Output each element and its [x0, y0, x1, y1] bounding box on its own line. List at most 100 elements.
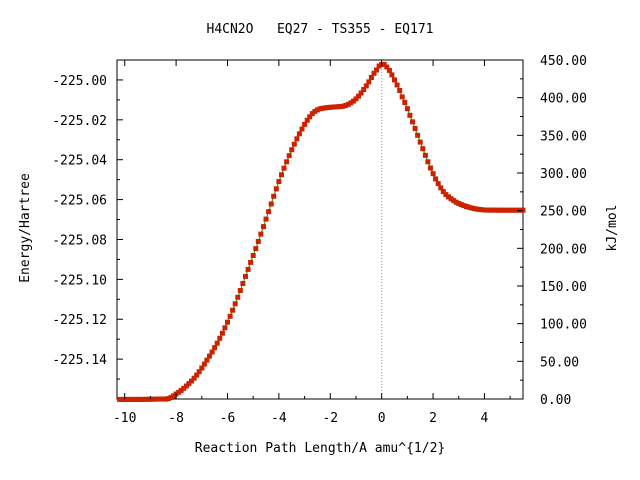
- energy-point: [458, 202, 464, 208]
- energy-point: [487, 207, 493, 213]
- energy-point: [258, 231, 264, 237]
- y2-tick-label: 0.00: [540, 393, 571, 408]
- x-tick-label: -2: [322, 411, 338, 426]
- energy-point: [163, 396, 169, 402]
- y-axis-ticks: -225.00 -225.02 -225.04 -225.06 -225.08 -225.…: [52, 74, 123, 380]
- energy-point: [299, 126, 305, 132]
- energy-point: [145, 396, 151, 402]
- energy-point: [412, 126, 418, 131]
- energy-point: [296, 131, 302, 137]
- energy-point: [510, 207, 516, 213]
- energy-point: [309, 111, 315, 117]
- energy-point: [451, 198, 457, 204]
- energy-point: [209, 349, 215, 355]
- energy-point: [227, 313, 233, 319]
- energy-point: [350, 98, 356, 104]
- energy-point: [397, 88, 403, 93]
- y-tick-label: -225.10: [52, 273, 107, 288]
- energy-point: [363, 83, 369, 89]
- x-tick-label: -4: [271, 411, 287, 426]
- energy-point: [479, 207, 485, 213]
- energy-point: [253, 246, 259, 252]
- energy-point: [340, 103, 346, 109]
- energy-point: [368, 75, 374, 80]
- energy-point: [389, 72, 395, 78]
- energy-point: [165, 396, 171, 402]
- energy-point: [153, 396, 158, 402]
- energy-point: [443, 192, 449, 198]
- energy-point: [189, 378, 194, 384]
- y-tick-label: -225.14: [52, 353, 107, 368]
- energy-point: [140, 396, 146, 402]
- energy-point: [505, 207, 511, 213]
- energy-point: [335, 104, 341, 110]
- energy-point: [307, 114, 313, 120]
- energy-point: [420, 146, 426, 152]
- energy-point: [217, 335, 223, 341]
- energy-point: [386, 67, 392, 73]
- energy-point: [361, 87, 367, 92]
- y-tick-label: -225.00: [52, 74, 107, 89]
- x-tick-label: 2: [429, 411, 437, 426]
- energy-point: [245, 266, 251, 272]
- energy-point: [469, 205, 475, 211]
- energy-point: [366, 79, 372, 85]
- energy-point: [474, 206, 480, 212]
- energy-point: [212, 345, 218, 351]
- energy-point: [122, 396, 128, 402]
- energy-point: [225, 319, 230, 325]
- y2-axis-label: kJ/mol: [605, 205, 620, 252]
- energy-point: [314, 107, 320, 113]
- y2-tick-label: 100.00: [540, 318, 587, 333]
- energy-point: [291, 141, 297, 147]
- energy-point: [430, 171, 436, 177]
- energy-point: [201, 361, 207, 367]
- energy-point: [353, 96, 359, 102]
- energy-point: [191, 375, 197, 381]
- energy-point: [243, 273, 248, 279]
- energy-point: [381, 62, 387, 67]
- energy-point: [399, 94, 405, 100]
- energy-point: [171, 393, 176, 399]
- energy-point: [266, 209, 272, 215]
- energy-point: [230, 307, 236, 313]
- energy-point: [402, 100, 408, 105]
- energy-point: [371, 70, 377, 76]
- energy-point: [268, 201, 274, 207]
- energy-point: [484, 207, 490, 213]
- energy-point: [194, 372, 200, 378]
- energy-point: [271, 193, 277, 199]
- energy-point: [415, 132, 421, 138]
- energy-point: [358, 90, 364, 96]
- y2-tick-label: 200.00: [540, 242, 587, 257]
- energy-point: [417, 139, 423, 145]
- x-axis-label: Reaction Path Length/A amu^{1/2}: [195, 441, 445, 456]
- energy-point: [322, 105, 328, 111]
- y-tick-label: -225.02: [52, 114, 107, 129]
- energy-point: [273, 186, 279, 192]
- y2-tick-label: 300.00: [540, 167, 587, 182]
- energy-point: [263, 216, 269, 222]
- energy-point: [119, 396, 125, 402]
- energy-point: [294, 136, 300, 142]
- y-tick-label: -225.08: [52, 233, 107, 248]
- energy-point: [384, 64, 390, 70]
- energy-point: [127, 396, 133, 402]
- energy-point: [204, 357, 210, 363]
- energy-point: [410, 119, 415, 125]
- x-tick-label: -6: [220, 411, 236, 426]
- energy-point: [304, 117, 310, 123]
- energy-point: [343, 103, 349, 108]
- energy-point: [207, 353, 212, 359]
- energy-point: [394, 82, 400, 88]
- energy-point: [502, 207, 508, 213]
- energy-point: [494, 207, 500, 213]
- energy-point: [302, 121, 308, 127]
- y-tick-label: -225.04: [52, 154, 107, 169]
- energy-point: [404, 106, 410, 112]
- energy-point: [376, 63, 382, 69]
- y-axis-label: Energy/Hartree: [18, 173, 33, 283]
- energy-point: [261, 224, 266, 230]
- energy-curve: [119, 63, 523, 400]
- energy-point: [433, 176, 439, 182]
